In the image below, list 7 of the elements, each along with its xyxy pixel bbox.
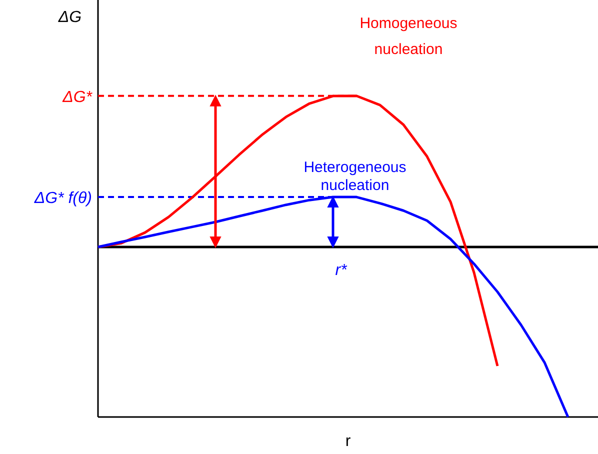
ref-line-label: ΔG* xyxy=(62,88,93,106)
y-axis-title: ΔG xyxy=(57,9,82,26)
ref-line-label: ΔG* f(θ) xyxy=(33,190,92,208)
annotation: r* xyxy=(335,262,348,279)
x-axis-title: r xyxy=(345,433,352,450)
text: Homogeneous nucleation xyxy=(360,15,458,58)
series-label: Heterogeneous nucleation xyxy=(304,159,406,194)
